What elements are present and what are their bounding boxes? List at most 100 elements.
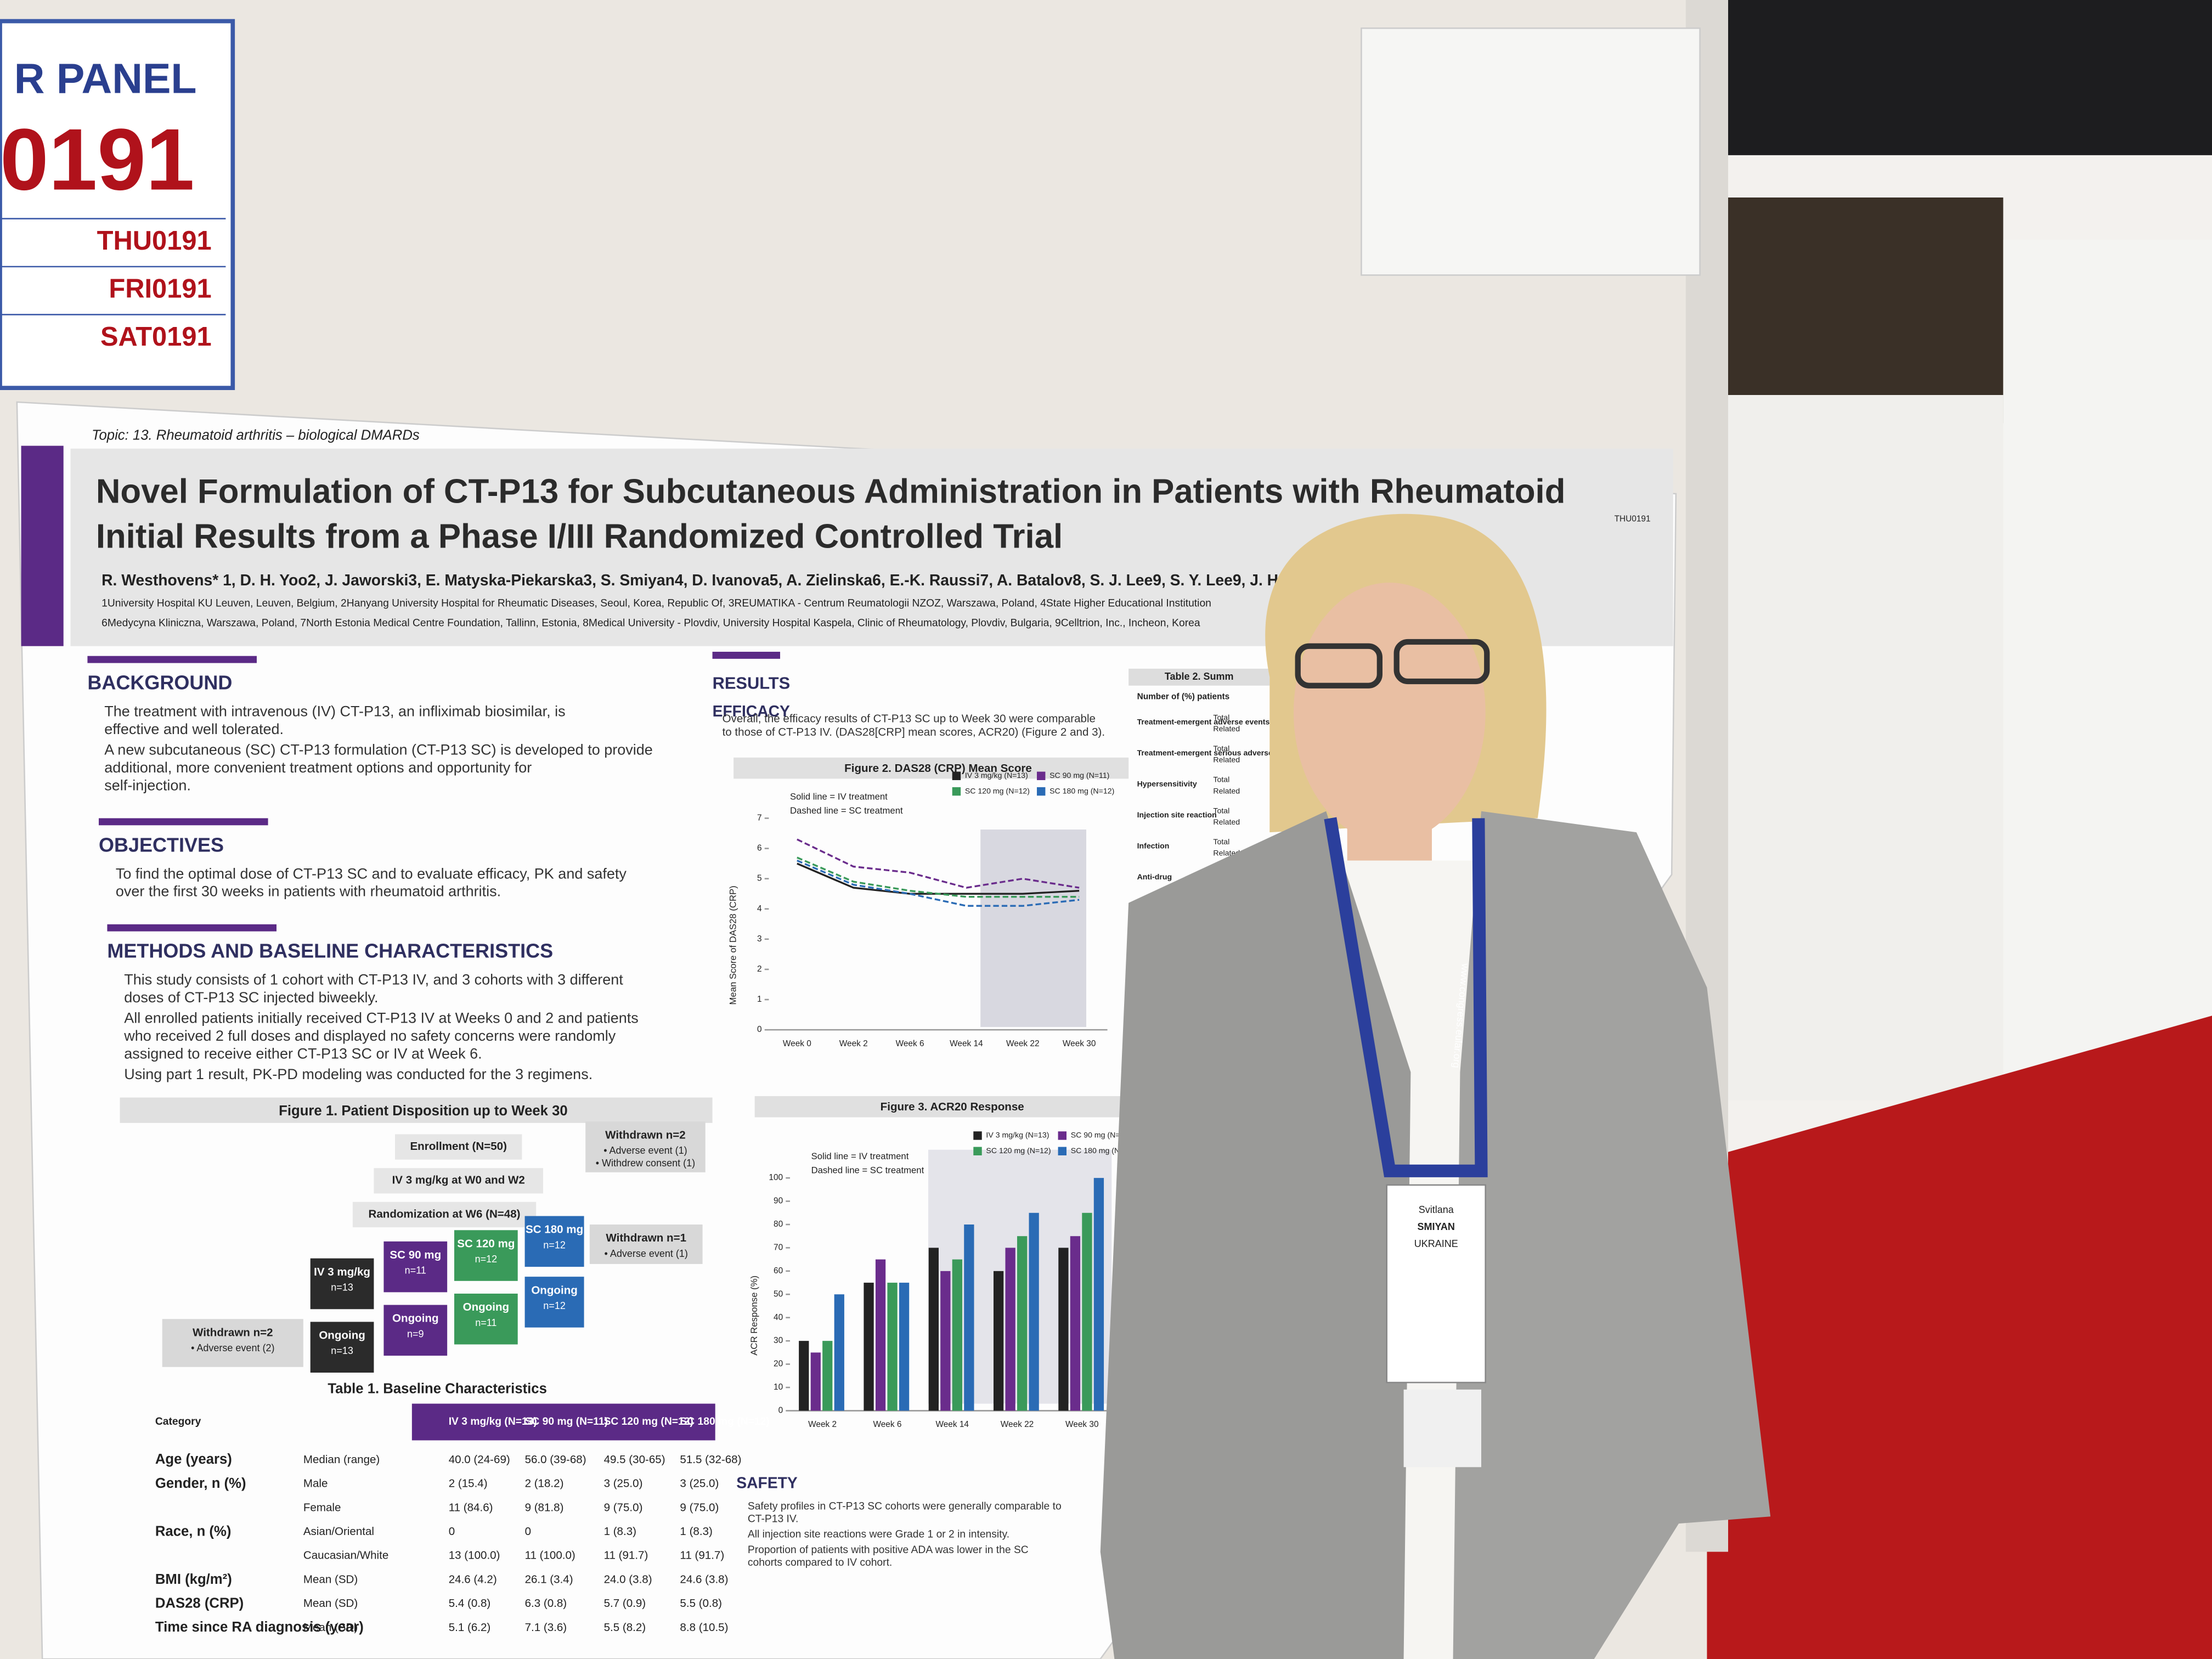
poster-accent: [21, 445, 64, 646]
table-header-cell: Category: [155, 1416, 201, 1427]
table-cell: 49.5 (30-65): [604, 1453, 665, 1466]
flow-label: Ongoing: [392, 1312, 439, 1325]
legend-swatch: [1058, 1147, 1066, 1155]
background-hall: [1721, 198, 2004, 424]
section-heading: METHODS AND BASELINE CHARACTERISTICS: [107, 940, 553, 962]
flow-sub: • Adverse event (2): [191, 1342, 274, 1353]
poster-code: THU0191: [1615, 514, 1651, 523]
x-tick-label: Week 30: [1065, 1420, 1099, 1429]
table-header-cell: IV 3 mg/kg (N=13): [449, 1416, 537, 1427]
legend-label: IV 3 mg/kg (N=13): [986, 1131, 1049, 1139]
chart-note: Solid line = IV treatment: [790, 791, 888, 802]
panel-day: THU0191: [97, 226, 212, 256]
bar: [875, 1259, 886, 1411]
table-cell: Injection site reaction: [1137, 810, 1217, 819]
table-cell: 1 (8.3): [604, 1525, 636, 1538]
table-header-cell: Number of (%) patients: [1137, 692, 1230, 701]
table-title: Table 2. Summ: [1165, 671, 1234, 682]
y-tick-label: 0: [778, 1406, 783, 1415]
x-tick-label: Week 22: [1006, 1039, 1040, 1048]
table-cell: 11 (91.7): [680, 1549, 724, 1562]
bar: [1070, 1236, 1081, 1411]
y-axis-label: ACR Response (%): [749, 1276, 759, 1356]
x-tick-label: Week 14: [935, 1420, 969, 1429]
panel-number: 0191: [0, 111, 195, 208]
flow-sub: n=11: [405, 1265, 426, 1276]
section-bar: [99, 818, 268, 826]
y-tick-label: 7: [757, 814, 762, 823]
flow-box: [383, 1241, 448, 1293]
table-cell: 11 (84.6): [449, 1501, 493, 1514]
bar: [834, 1294, 844, 1411]
flow-label: SC 90 mg: [390, 1249, 441, 1261]
table-title: Table 1. Baseline Characteristics: [328, 1381, 547, 1397]
legend-swatch: [973, 1147, 982, 1155]
table-cell: Mean (SD): [303, 1621, 358, 1634]
table-cell: 2 (18.2): [525, 1477, 564, 1490]
flow-sub: • Adverse event (1): [603, 1145, 687, 1156]
table-cell: Anti-drug: [1137, 872, 1172, 881]
badge: [1386, 1184, 1486, 1384]
table-cell: 24.6 (4.2): [449, 1573, 497, 1585]
section-bar: [107, 924, 276, 932]
flow-sub: • Withdrew consent (1): [596, 1158, 695, 1169]
table-header: [1128, 668, 1270, 686]
glasses: [1393, 639, 1490, 685]
chart-note: Dashed line = SC treatment: [811, 1165, 924, 1176]
table-cell: 6.3 (0.8): [525, 1597, 567, 1610]
flow-sub: n=12: [543, 1239, 566, 1250]
legend-swatch: [973, 1131, 982, 1140]
y-tick-label: 70: [774, 1243, 783, 1252]
flow-label: Ongoing: [463, 1301, 510, 1313]
table-cell: Total: [1213, 744, 1229, 753]
section-heading: OBJECTIVES: [99, 833, 224, 856]
y-axis-label: Mean Score of DAS28 (CRP): [728, 885, 738, 1005]
table-cell: 56.0 (39-68): [525, 1453, 586, 1466]
bar: [964, 1224, 974, 1411]
table-cell: Female: [303, 1501, 341, 1514]
legend-label: SC 120 mg (N=12): [986, 1146, 1051, 1155]
series-line: [797, 860, 1080, 907]
table-cell: 0: [449, 1525, 455, 1538]
flow-label: Randomization at W6 (N=48): [368, 1207, 520, 1220]
flow-box: [454, 1230, 518, 1281]
y-tick-label: 20: [774, 1359, 783, 1369]
table-cell: DAS28 (CRP): [155, 1596, 244, 1611]
legend-label: SC 90 mg (N=11): [1049, 771, 1109, 780]
table-cell: 13 (100.0): [449, 1549, 500, 1562]
y-tick-label: 1: [757, 995, 762, 1004]
flow-label: Ongoing: [531, 1284, 578, 1296]
bar: [940, 1271, 951, 1411]
bullet: This study consists of 1 cohort with CT-…: [124, 972, 623, 1006]
table-cell: Related: [1213, 755, 1240, 764]
badge-holder: [1403, 1389, 1481, 1468]
table-cell: Asian/Oriental: [303, 1525, 374, 1538]
flow-box: [310, 1258, 374, 1310]
flow-box: [374, 1168, 543, 1194]
bar: [864, 1283, 874, 1411]
legend-swatch: [952, 787, 961, 796]
x-tick-label: Week 14: [950, 1039, 983, 1048]
table-header-cell: SC 90 mg (N=11): [525, 1416, 608, 1427]
y-tick-label: 6: [757, 844, 762, 853]
person: [1100, 514, 1771, 1659]
y-tick-label: 5: [757, 874, 762, 883]
y-tick-label: 50: [774, 1289, 783, 1299]
figure-title-bar: [754, 1096, 1136, 1118]
bar: [928, 1248, 939, 1411]
flow-sub: n=13: [331, 1282, 353, 1293]
legend-swatch: [1058, 1131, 1066, 1140]
figure-title-bar: [733, 757, 1129, 779]
table-cell: 5.4 (0.8): [449, 1597, 491, 1610]
poster-content: Topic: 13. Rheumatoid arthritis – biolog…: [87, 427, 1651, 1635]
glasses: [1295, 643, 1383, 689]
table-cell: Age (years): [155, 1452, 232, 1467]
table-cell: Mean (SD): [303, 1573, 358, 1585]
table-cell: BMI (kg/m²): [155, 1572, 232, 1587]
affiliation: 1University Hospital KU Leuven, Leuven, …: [101, 598, 1211, 610]
y-tick-label: 90: [774, 1197, 783, 1206]
flow-label: IV 3 mg/kg: [314, 1266, 370, 1278]
table-header-cell: SC 180 mg (N=12): [680, 1416, 769, 1427]
table-cell: 5.1 (6.2): [449, 1621, 491, 1634]
figure-title: Figure 2. DAS28 (CRP) Mean Score: [844, 762, 1032, 775]
